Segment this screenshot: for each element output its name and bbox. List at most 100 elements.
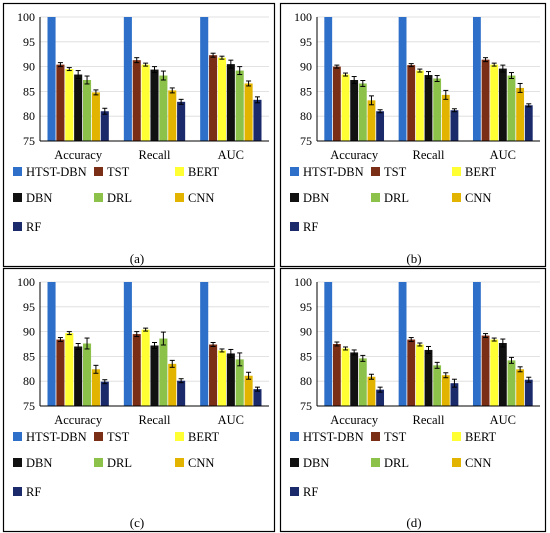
x-tick-label: AUC <box>218 148 244 162</box>
legend-swatch <box>290 487 299 496</box>
legend-label: CNN <box>465 456 491 470</box>
bar <box>398 17 407 141</box>
bar <box>209 344 218 406</box>
bar <box>235 359 244 406</box>
bar <box>209 55 218 141</box>
bar <box>74 346 83 406</box>
legend-label: BERT <box>188 165 220 179</box>
x-tick-label: Accuracy <box>330 413 379 427</box>
y-tick-label: 75 <box>300 399 312 413</box>
bar <box>398 282 407 406</box>
legend-swatch <box>94 167 103 176</box>
legend-label: HTST-DBN <box>303 165 364 179</box>
x-tick-label: Accuracy <box>330 148 379 162</box>
bar <box>433 365 442 406</box>
legend-label: DRL <box>384 191 409 205</box>
bar <box>450 383 459 406</box>
legend-swatch <box>452 193 461 202</box>
bar <box>100 381 109 406</box>
bar <box>159 75 168 141</box>
legend-swatch <box>452 167 461 176</box>
legend-swatch <box>290 167 299 176</box>
legend-label: BERT <box>188 430 220 444</box>
bar <box>56 339 65 406</box>
bar <box>324 282 333 406</box>
legend-label: HTST-DBN <box>26 165 87 179</box>
legend-swatch <box>13 487 22 496</box>
panel-label-b: (b) <box>406 251 422 266</box>
bar <box>91 92 100 141</box>
x-tick-label: Recall <box>413 413 445 427</box>
bar <box>100 111 109 141</box>
bar <box>407 65 416 141</box>
bar <box>407 339 416 406</box>
bar <box>376 111 385 141</box>
chart-panel-c: 75 80 85 90 95 100 Accuracy Recall AUC HTST-DBN TS… <box>2 267 276 533</box>
bar <box>56 64 65 141</box>
legend-swatch <box>13 458 22 467</box>
bar <box>83 343 92 406</box>
bar <box>450 110 459 141</box>
legend-swatch <box>94 432 103 441</box>
bar <box>168 363 177 406</box>
y-tick-label: 90 <box>300 325 312 339</box>
bar <box>516 87 525 141</box>
bar <box>150 345 159 406</box>
legend-label: BERT <box>465 430 497 444</box>
bar <box>490 64 499 141</box>
bar <box>83 79 92 141</box>
bar <box>168 90 177 141</box>
bar <box>415 344 424 406</box>
bar <box>441 375 450 406</box>
bar <box>441 94 450 141</box>
y-tick-label: 90 <box>300 60 312 74</box>
panel-label-c: (c) <box>129 515 145 530</box>
bar <box>341 348 350 406</box>
legend-label: TST <box>384 165 407 179</box>
legend-label: TST <box>384 430 407 444</box>
y-tick-label: 95 <box>23 35 35 49</box>
bar <box>507 75 516 141</box>
bar <box>226 353 235 406</box>
bar <box>332 344 341 406</box>
bar <box>217 350 226 406</box>
bar <box>253 389 262 406</box>
legend-swatch <box>290 222 299 231</box>
bar <box>177 380 186 406</box>
legend-swatch <box>290 458 299 467</box>
y-tick-label: 75 <box>23 134 35 148</box>
bar <box>91 369 100 406</box>
y-tick-label: 95 <box>300 300 312 314</box>
bar <box>244 83 253 141</box>
bar <box>481 335 490 406</box>
legend-swatch <box>175 167 184 176</box>
bar <box>65 69 74 141</box>
legend-label: DBN <box>26 456 52 470</box>
bar <box>367 376 376 406</box>
legend-label: HTST-DBN <box>26 430 87 444</box>
bar <box>141 64 150 141</box>
bar <box>358 358 367 406</box>
legend-label: BERT <box>465 165 497 179</box>
y-tick-label: 80 <box>23 109 35 123</box>
legend-swatch <box>94 193 103 202</box>
legend-swatch <box>371 167 380 176</box>
legend-swatch <box>175 458 184 467</box>
legend-swatch <box>94 458 103 467</box>
y-tick-label: 100 <box>17 10 35 24</box>
y-tick-label: 80 <box>300 374 312 388</box>
x-tick-label: AUC <box>490 413 516 427</box>
legend-label: CNN <box>465 191 491 205</box>
legend-swatch <box>371 458 380 467</box>
chart-panel-d: 75 80 85 90 95 100 Accuracy Recall AUC HTST-DBN TS… <box>279 267 547 533</box>
legend-label: DBN <box>26 191 52 205</box>
x-tick-label: Accuracy <box>54 413 103 427</box>
legend-label: DRL <box>107 456 132 470</box>
bar <box>498 343 507 406</box>
legend-label: TST <box>107 165 130 179</box>
y-tick-label: 95 <box>300 35 312 49</box>
legend-label: RF <box>26 220 41 234</box>
bar <box>74 74 83 141</box>
bar <box>235 70 244 141</box>
